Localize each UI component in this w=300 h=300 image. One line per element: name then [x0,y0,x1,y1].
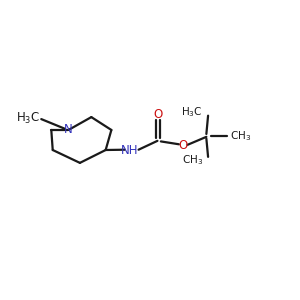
Text: O: O [153,108,163,121]
Text: $\mathregular{CH_3}$: $\mathregular{CH_3}$ [182,154,203,167]
Text: $\mathregular{H_3C}$: $\mathregular{H_3C}$ [182,105,203,119]
Text: $\mathregular{CH_3}$: $\mathregular{CH_3}$ [230,129,251,143]
Text: NH: NH [121,144,139,157]
Text: N: N [64,124,73,136]
Text: O: O [178,139,188,152]
Text: $\mathregular{H_3C}$: $\mathregular{H_3C}$ [16,111,40,126]
